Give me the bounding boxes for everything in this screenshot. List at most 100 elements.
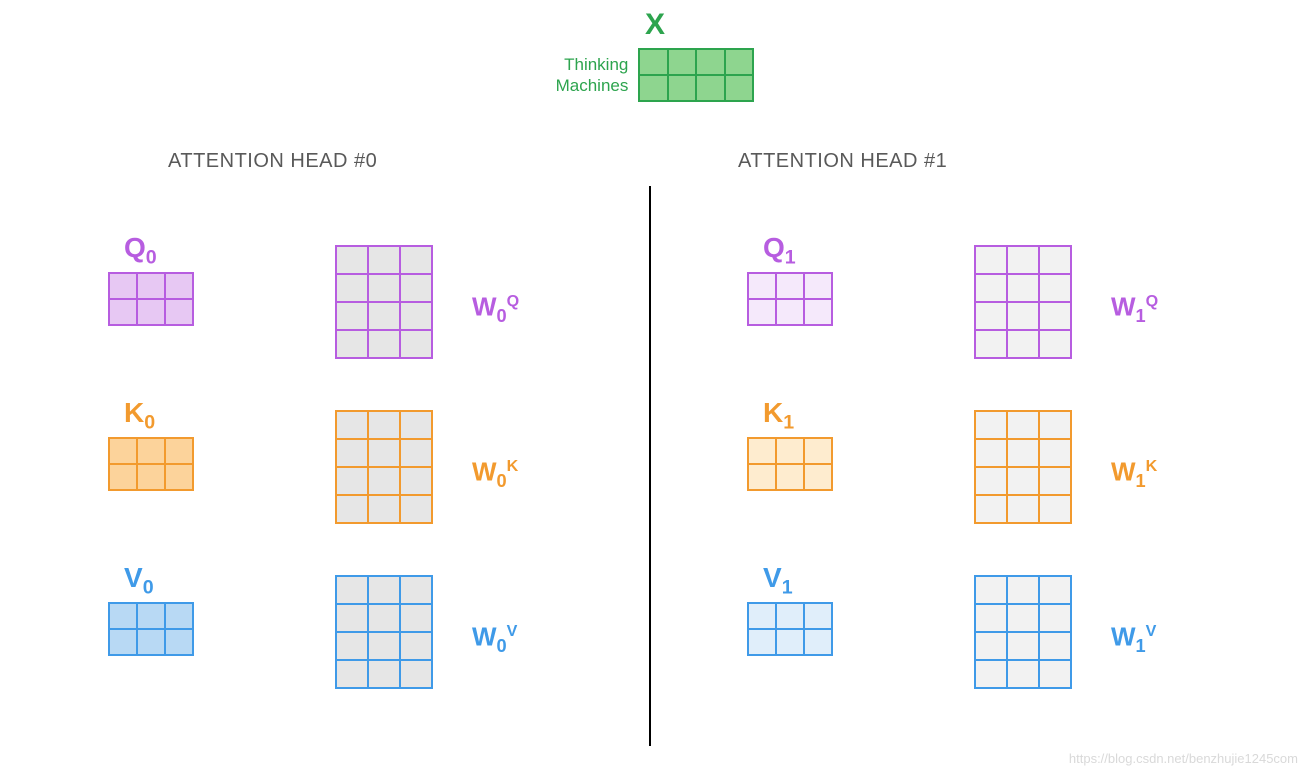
matrix-cell (368, 632, 400, 660)
x-token-labels: Thinking Machines (556, 54, 629, 97)
matrix-cell (975, 274, 1007, 302)
w1v-matrix (974, 575, 1072, 689)
matrix-cell (368, 302, 400, 330)
matrix-cell (1039, 604, 1071, 632)
k1-matrix (747, 437, 833, 491)
input-x-section: X Thinking Machines (0, 8, 1310, 102)
matrix-cell (1007, 632, 1039, 660)
x-token-1: Thinking (556, 54, 629, 75)
matrix-cell (368, 330, 400, 358)
matrix-cell (165, 464, 193, 490)
matrix-cell (137, 603, 165, 629)
attention-head-title-1: ATTENTION HEAD #1 (738, 150, 947, 173)
matrix-cell (109, 629, 137, 655)
matrix-cell (748, 464, 776, 490)
matrix-cell (725, 75, 754, 101)
matrix-cell (400, 274, 432, 302)
matrix-cell (336, 495, 368, 523)
matrix-cell (400, 495, 432, 523)
matrix-cell (336, 632, 368, 660)
matrix-cell (1007, 330, 1039, 358)
matrix-cell (668, 75, 697, 101)
matrix-cell (975, 411, 1007, 439)
matrix-cell (336, 604, 368, 632)
matrix-cell (748, 438, 776, 464)
matrix-cell (776, 273, 804, 299)
matrix-cell (1007, 439, 1039, 467)
v0-label: V0 (124, 562, 154, 600)
w1k-matrix (974, 410, 1072, 524)
matrix-cell (1039, 660, 1071, 688)
matrix-cell (165, 603, 193, 629)
matrix-cell (1039, 495, 1071, 523)
matrix-cell (137, 464, 165, 490)
matrix-cell (368, 576, 400, 604)
matrix-cell (336, 467, 368, 495)
k0-matrix (108, 437, 194, 491)
matrix-cell (975, 604, 1007, 632)
matrix-cell (368, 660, 400, 688)
matrix-cell (368, 467, 400, 495)
matrix-cell (804, 629, 832, 655)
matrix-cell (975, 330, 1007, 358)
matrix-cell (975, 632, 1007, 660)
matrix-cell (400, 439, 432, 467)
matrix-cell (1007, 495, 1039, 523)
matrix-cell (165, 273, 193, 299)
v1-label: V1 (763, 562, 793, 600)
matrix-cell (748, 273, 776, 299)
matrix-cell (696, 75, 725, 101)
matrix-cell (1007, 604, 1039, 632)
x-title: X (0, 8, 1310, 42)
matrix-cell (368, 604, 400, 632)
matrix-cell (668, 49, 697, 75)
matrix-cell (975, 302, 1007, 330)
matrix-cell (336, 576, 368, 604)
q1-matrix (747, 272, 833, 326)
matrix-cell (368, 246, 400, 274)
matrix-cell (1039, 632, 1071, 660)
matrix-cell (336, 302, 368, 330)
matrix-cell (109, 464, 137, 490)
matrix-cell (137, 299, 165, 325)
w1k-label: W1K (1111, 458, 1157, 490)
matrix-cell (639, 49, 668, 75)
matrix-cell (368, 439, 400, 467)
w0q-label: W0Q (472, 293, 519, 325)
w0v-matrix (335, 575, 433, 689)
matrix-cell (109, 438, 137, 464)
matrix-cell (1039, 467, 1071, 495)
matrix-cell (1039, 246, 1071, 274)
matrix-cell (776, 629, 804, 655)
matrix-cell (1039, 576, 1071, 604)
matrix-cell (400, 632, 432, 660)
matrix-cell (725, 49, 754, 75)
matrix-cell (975, 246, 1007, 274)
matrix-cell (804, 273, 832, 299)
matrix-cell (400, 411, 432, 439)
matrix-cell (400, 660, 432, 688)
matrix-cell (1039, 302, 1071, 330)
matrix-cell (109, 299, 137, 325)
matrix-cell (975, 660, 1007, 688)
matrix-cell (165, 629, 193, 655)
matrix-cell (696, 49, 725, 75)
matrix-cell (109, 603, 137, 629)
k0-label: K0 (124, 397, 155, 435)
w0q-matrix (335, 245, 433, 359)
matrix-cell (400, 576, 432, 604)
matrix-cell (804, 438, 832, 464)
matrix-cell (336, 246, 368, 274)
matrix-cell (1039, 330, 1071, 358)
matrix-cell (975, 495, 1007, 523)
matrix-cell (336, 660, 368, 688)
matrix-cell (975, 467, 1007, 495)
x-matrix-grid (638, 48, 754, 102)
q1-label: Q1 (763, 232, 796, 270)
matrix-cell (1039, 439, 1071, 467)
x-token-2: Machines (556, 75, 629, 96)
matrix-cell (1007, 576, 1039, 604)
matrix-cell (776, 603, 804, 629)
q0-matrix (108, 272, 194, 326)
matrix-cell (1039, 411, 1071, 439)
